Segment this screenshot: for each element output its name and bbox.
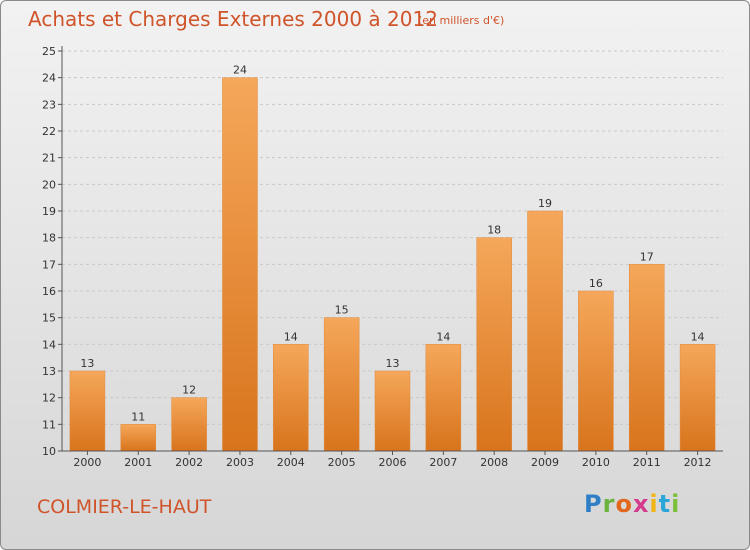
bars xyxy=(69,77,716,452)
y-tick-label: 22 xyxy=(42,125,56,138)
logo-letter: t xyxy=(658,490,672,518)
y-tick-label: 19 xyxy=(42,205,56,218)
data-label: 12 xyxy=(182,384,196,397)
y-tick-label: 24 xyxy=(42,72,56,85)
bar xyxy=(425,344,462,452)
x-tick-label: 2011 xyxy=(633,456,661,469)
bar xyxy=(628,264,665,452)
y-tick-labels: 10 11 12 13 14 15 16 17 18 19 20 21 22 23 24 25 xyxy=(42,45,62,458)
x-tick-label: 2005 xyxy=(328,456,356,469)
x-tick-label: 2002 xyxy=(175,456,203,469)
bar xyxy=(171,397,207,452)
x-tick-label: 2001 xyxy=(124,456,152,469)
data-label: 17 xyxy=(640,250,654,263)
bar xyxy=(374,370,411,452)
y-tick-label: 16 xyxy=(42,285,56,298)
x-tick-label: 2007 xyxy=(429,456,457,469)
x-tick-labels: 2000 2001 2002 2003 2004 2005 2006 2007 2008 2009… xyxy=(73,451,712,469)
data-label: 15 xyxy=(335,304,349,317)
y-tick-label: 18 xyxy=(42,232,56,245)
chart-unit: (en milliers d'€) xyxy=(418,14,505,27)
x-tick-label: 2010 xyxy=(582,456,610,469)
commune-name: COLMIER-LE-HAUT xyxy=(37,496,212,518)
x-tick-label: 2000 xyxy=(73,456,101,469)
chart-title: Achats et Charges Externes 2000 à 2012 xyxy=(28,7,438,31)
data-label: 13 xyxy=(80,357,94,370)
y-tick-label: 14 xyxy=(42,338,56,351)
bar xyxy=(476,237,512,452)
x-tick-label: 2012 xyxy=(684,456,712,469)
bar xyxy=(323,317,360,452)
bar xyxy=(69,370,106,452)
data-label: 14 xyxy=(436,330,450,343)
proxiti-logo: Proxiti xyxy=(584,490,680,518)
data-label: 14 xyxy=(691,330,705,343)
bar xyxy=(527,210,563,452)
x-tick-label: 2008 xyxy=(480,456,508,469)
bar xyxy=(120,424,157,452)
bar xyxy=(578,290,614,452)
data-label: 19 xyxy=(538,197,552,210)
data-label: 11 xyxy=(131,410,145,423)
x-tick-label: 2004 xyxy=(277,456,305,469)
bar xyxy=(679,344,716,452)
y-tick-label: 23 xyxy=(42,98,56,111)
y-tick-label: 13 xyxy=(42,365,56,378)
logo-letter: P xyxy=(584,490,603,518)
y-tick-label: 10 xyxy=(42,445,56,458)
y-tick-label: 11 xyxy=(42,418,56,431)
y-tick-label: 25 xyxy=(42,45,56,58)
data-label: 13 xyxy=(386,357,400,370)
x-tick-label: 2009 xyxy=(531,456,559,469)
x-tick-label: 2006 xyxy=(379,456,407,469)
data-label: 18 xyxy=(487,224,501,237)
data-label: 16 xyxy=(589,277,603,290)
logo-letter: o xyxy=(615,490,633,518)
bar xyxy=(222,77,258,452)
logo-letter: r xyxy=(602,490,616,518)
logo-letter: x xyxy=(632,490,650,518)
data-label: 14 xyxy=(284,330,298,343)
y-tick-label: 12 xyxy=(42,392,56,405)
x-tick-label: 2003 xyxy=(226,456,254,469)
data-labels: 13 11 12 24 14 15 13 14 18 19 16 17 14 xyxy=(80,64,704,424)
logo-letter: i xyxy=(649,490,659,518)
data-label: 24 xyxy=(233,64,247,77)
y-tick-label: 20 xyxy=(42,178,56,191)
y-tick-label: 21 xyxy=(42,152,56,165)
y-tick-label: 17 xyxy=(42,258,56,271)
bar xyxy=(273,344,309,452)
y-tick-label: 15 xyxy=(42,312,56,325)
logo-letter: i xyxy=(671,490,681,518)
